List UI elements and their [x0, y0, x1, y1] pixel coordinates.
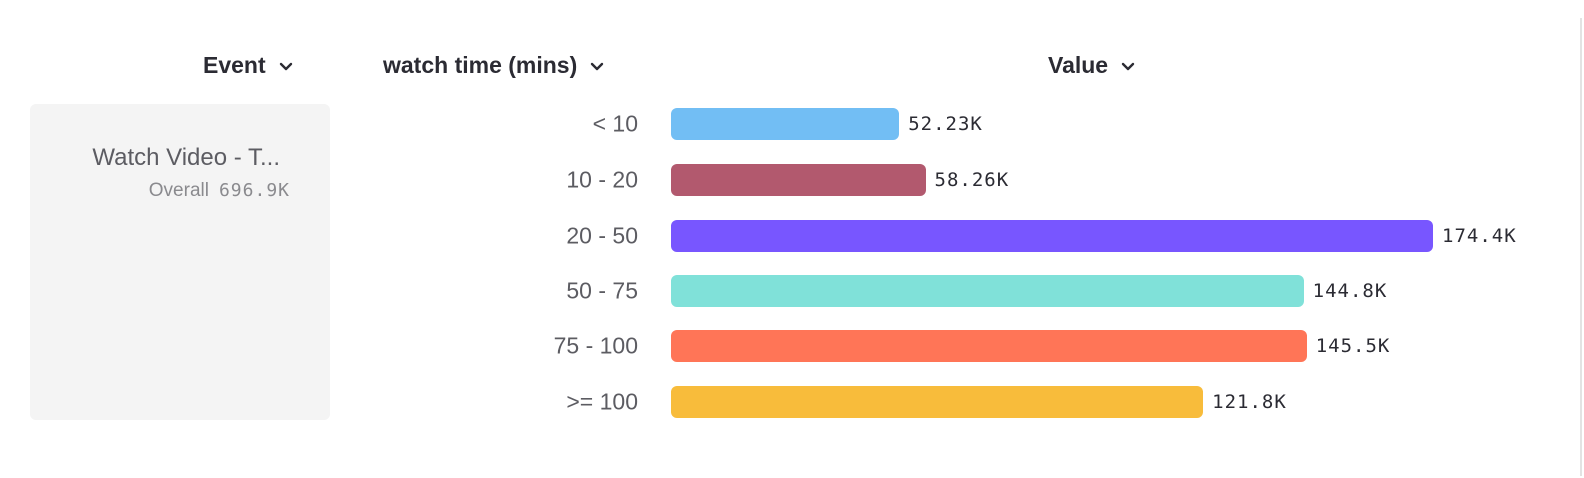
bar[interactable]: [671, 330, 1307, 362]
value-label: 145.5K: [1315, 335, 1391, 357]
value-label: 58.26K: [934, 169, 1010, 191]
bar[interactable]: [671, 164, 926, 196]
category-label: 20 - 50: [566, 222, 638, 249]
column-header-breakdown[interactable]: watch time (mins): [383, 52, 605, 79]
event-card[interactable]: Watch Video - T... Overall 696.9K: [30, 104, 330, 420]
bar[interactable]: [671, 108, 900, 140]
category-label: < 10: [592, 110, 638, 137]
column-header-value[interactable]: Value: [1048, 52, 1136, 79]
category-label: 50 - 75: [566, 277, 638, 304]
category-label: >= 100: [566, 388, 638, 415]
category-label: 10 - 20: [566, 166, 638, 193]
chevron-down-icon: [1121, 62, 1135, 70]
overall-label: Overall: [148, 180, 209, 201]
column-header-value-label: Value: [1048, 52, 1109, 78]
column-header-event[interactable]: Event: [203, 52, 294, 79]
chevron-down-icon: [279, 62, 292, 70]
column-header-event-label: Event: [203, 52, 266, 78]
value-label: 174.4K: [1442, 225, 1517, 247]
event-name: Watch Video - T...: [92, 144, 280, 171]
scrollbar-divider: [1580, 18, 1582, 476]
overall-value: 696.9K: [218, 180, 290, 201]
value-label: 121.8K: [1212, 391, 1287, 413]
category-label: 75 - 100: [553, 332, 638, 359]
column-header-breakdown-label: watch time (mins): [383, 52, 578, 78]
event-overall: Overall 696.9K: [149, 180, 290, 202]
value-label: 144.8K: [1312, 280, 1388, 302]
bar[interactable]: [671, 275, 1304, 307]
chevron-down-icon: [591, 62, 604, 70]
bar[interactable]: [671, 386, 1204, 418]
value-label: 52.23K: [908, 113, 983, 135]
bar[interactable]: [671, 220, 1433, 252]
